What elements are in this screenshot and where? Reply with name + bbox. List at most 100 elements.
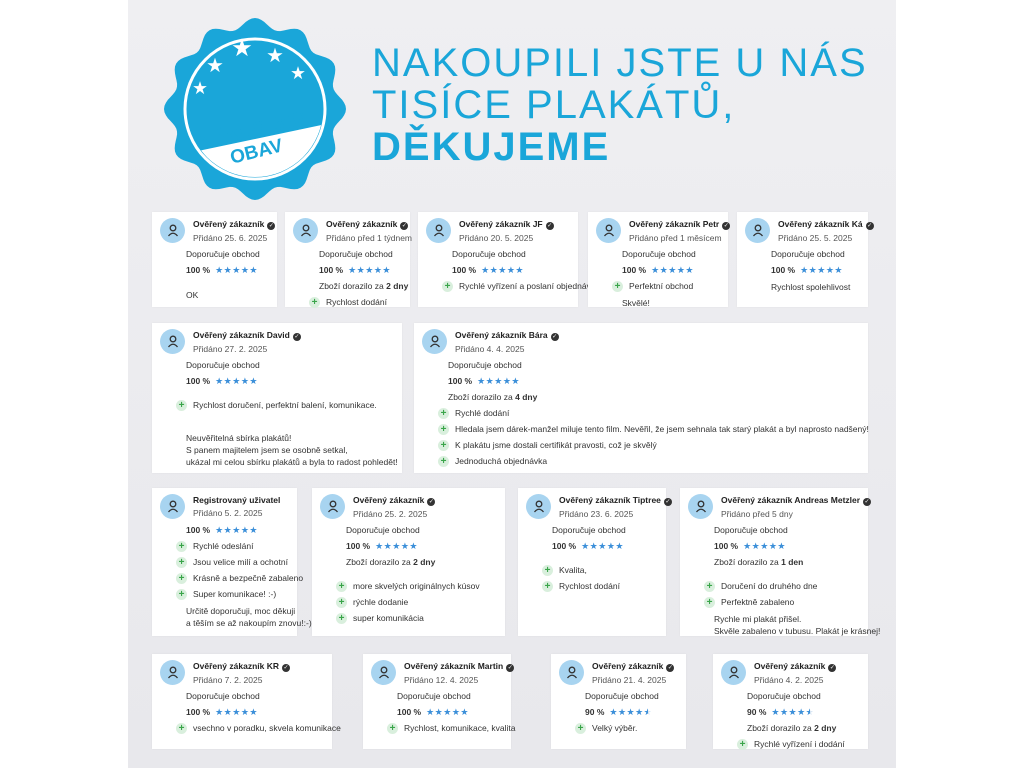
review-card: Ověřený zákazník Tiptree ✓ Přidáno 23. 6. … — [518, 488, 672, 636]
delivery-time: Zboží dorazilo za 2 dny — [747, 723, 837, 733]
review-card: Ověřený zákazník KR ✓ Přidáno 7. 2. 2025 Do… — [152, 654, 341, 749]
review-header: Ověřený zákazník JF ✓ Přidáno 20. 5. 2025 — [426, 218, 570, 243]
user-icon — [378, 666, 389, 679]
pro-item: + Rychlost, komunikace, kvalita — [387, 723, 516, 734]
recommend-label: Doporučuje obchod — [714, 525, 788, 535]
recommend-label: Doporučuje obchod — [397, 691, 471, 701]
rating-percent: 100 % — [319, 265, 344, 275]
delivery-time: Zboží dorazilo za 4 dny — [448, 392, 538, 402]
pro-item: + Hledala jsem dárek-manžel miluje tento … — [438, 424, 869, 435]
pro-item: + Rychlost doručení, perfektní balení, ko… — [176, 400, 394, 411]
avatar — [293, 218, 318, 243]
plus-icon: + — [542, 565, 553, 576]
plus-icon: + — [176, 541, 187, 552]
user-icon — [167, 224, 178, 237]
recommend-label: Doporučuje obchod — [747, 691, 821, 701]
review-comment: S panem majitelem jsem se osobně setkal, — [186, 445, 348, 455]
verified-check-icon: ✓ — [663, 498, 672, 506]
avatar — [721, 660, 746, 685]
review-card: Ověřený zákazník ✓ Přidáno 21. 4. 2025 Dopo… — [551, 654, 686, 749]
review-comment: Skvěle zabaleno v tubusu. Plakát je krás… — [714, 626, 881, 636]
star-icon: ★ — [290, 63, 306, 83]
recommend-label: Doporučuje obchod — [448, 360, 522, 370]
review-card: Ověřený zákazník Andreas Metzler ✓ Přidáno… — [680, 488, 881, 636]
plus-icon: + — [176, 589, 187, 600]
avatar — [559, 660, 584, 685]
review-date: Přidáno 12. 4. 2025 — [404, 675, 479, 685]
review-header: Ověřený zákazník ✓ Přidáno 25. 2. 2025 — [320, 494, 497, 519]
pro-item: + Jednoduchá objednávka — [438, 456, 860, 467]
plus-icon: + — [438, 456, 449, 467]
verified-check-icon: ✓ — [828, 664, 837, 672]
reviewer-name: Ověřený zákazník — [353, 495, 425, 505]
plus-icon: + — [442, 281, 453, 292]
user-icon — [327, 500, 338, 513]
review-card: Ověřený zákazník ✓ Přidáno 4. 2. 2025 Dopor… — [713, 654, 868, 750]
avatar — [745, 218, 770, 243]
avatar — [160, 660, 185, 685]
plus-icon: + — [704, 581, 715, 592]
pro-item: + Jsou velice milí a ochotní — [176, 557, 289, 568]
headline-line-2: TISÍCE PLAKÁTŮ, — [372, 83, 736, 127]
avatar — [160, 494, 185, 519]
verified-check-icon: ✓ — [863, 498, 872, 506]
reviewer-name: Ověřený zákazník JF — [459, 219, 543, 229]
reviewer-name: Ověřený zákazník — [592, 661, 664, 671]
rating-percent: 100 % — [771, 265, 796, 275]
star-icon: ★ — [192, 78, 208, 98]
recommend-label: Doporučuje obchod — [552, 525, 626, 535]
reviewer-name: Ověřený zákazník Ká — [778, 219, 863, 229]
plus-icon: + — [704, 597, 715, 608]
pro-item: + Super komunikace! :-) — [176, 589, 289, 600]
plus-icon: + — [737, 739, 748, 750]
user-icon — [167, 500, 178, 513]
review-comment: Určitě doporučuji, moc děkuji — [186, 606, 296, 616]
review-card: Ověřený zákazník ✓ Přidáno 25. 6. 2025 Dopo… — [152, 212, 277, 307]
recommend-label: Doporučuje obchod — [452, 249, 526, 259]
plus-icon: + — [336, 581, 347, 592]
verified-check-icon: ✓ — [292, 333, 301, 341]
review-header: Registrovaný uživatel Přidáno 5. 2. 2025 — [160, 494, 289, 519]
rating-percent: 100 % — [448, 376, 473, 386]
pro-item: + super komunikácia — [336, 613, 497, 624]
rating-percent: 90 % — [585, 707, 605, 717]
user-icon — [566, 666, 577, 679]
rating-percent: 100 % — [622, 265, 647, 275]
pro-item: + Rychlé odeslání — [176, 541, 289, 552]
star-icon: ★ — [266, 45, 284, 67]
verified-check-icon: ✓ — [550, 333, 559, 341]
delivery-time: Zboží dorazilo za 1 den — [714, 557, 804, 567]
review-header: Ověřený zákazník David ✓ Přidáno 27. 2. 20… — [160, 329, 394, 354]
rating-percent: 100 % — [186, 525, 211, 535]
review-card: Ověřený zákazník David ✓ Přidáno 27. 2. 20… — [152, 323, 402, 473]
review-comment: OK — [186, 290, 199, 300]
rating-percent: 100 % — [714, 541, 739, 551]
star-rating: ★★★★★★★★★★ — [581, 541, 624, 551]
rating-percent: 100 % — [552, 541, 577, 551]
verified-check-icon: ✓ — [281, 664, 290, 672]
headline: NAKOUPILI JSTE U NÁS TISÍCE PLAKÁTŮ, DĚK… — [372, 42, 868, 168]
review-header: Ověřený zákazník ✓ Přidáno před 1 týdnem — [293, 218, 412, 243]
review-header: Ověřený zákazník Ká ✓ Přidáno 25. 5. 2025 — [745, 218, 874, 243]
recommend-label: Doporučuje obchod — [622, 249, 696, 259]
pro-item: + more skvelých originálnych kúsov — [336, 581, 497, 592]
avatar — [688, 494, 713, 519]
reviewer-name: Registrovaný uživatel — [193, 495, 281, 505]
plus-icon: + — [176, 573, 187, 584]
review-date: Přidáno 7. 2. 2025 — [193, 675, 263, 685]
pro-item: + Krásně a bezpečně zabaleno — [176, 573, 303, 584]
plus-icon: + — [309, 297, 320, 308]
review-comment: Skvělé! — [622, 298, 650, 308]
plus-icon: + — [542, 581, 553, 592]
reviewer-name: Ověřený zákazník Andreas Metzler — [721, 495, 861, 505]
pro-item: + Perfektní obchod — [612, 281, 720, 292]
reviewer-name: Ověřený zákazník KR — [193, 661, 279, 671]
reviewer-name: Ověřený zákazník Petr — [629, 219, 720, 229]
review-date: Přidáno 4. 2. 2025 — [754, 675, 824, 685]
star-rating: ★★★★★★★★★★ — [215, 707, 258, 717]
review-date: Přidáno před 5 dny — [721, 509, 793, 519]
recommend-label: Doporučuje obchod — [319, 249, 393, 259]
review-comment: Neuvěřitelná sbírka plakátů! — [186, 433, 292, 443]
user-icon — [728, 666, 739, 679]
user-icon — [533, 500, 544, 513]
